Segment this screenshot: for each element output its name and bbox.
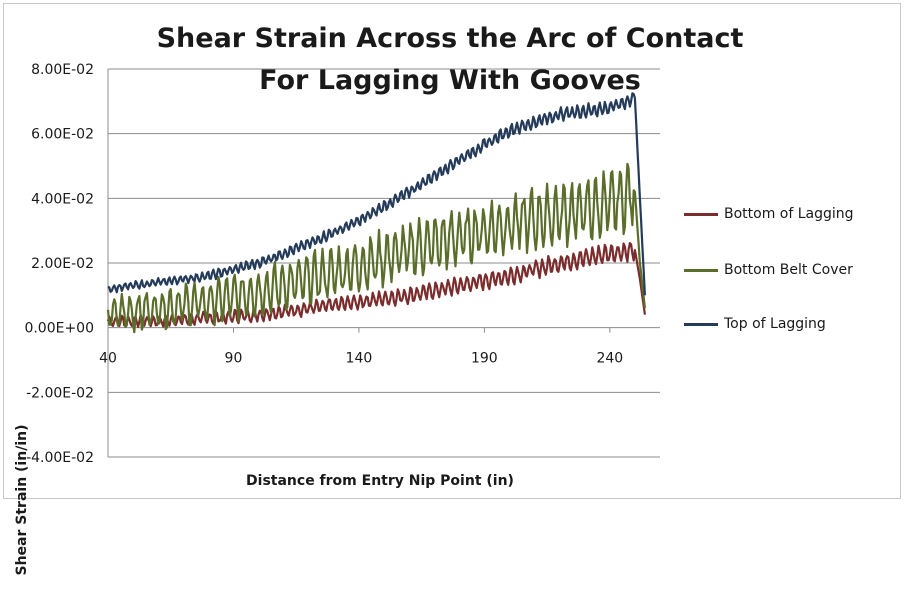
x-axis-label: Distance from Entry Nip Point (in): [246, 473, 514, 489]
chart-title: Shear Strain Across the Arc of Contact F…: [156, 23, 744, 96]
x-tick-label: 40: [99, 351, 117, 367]
y-axis-label: Shear Strain (in/in): [14, 424, 30, 576]
y-tick-label: 8.00E-02: [31, 62, 94, 78]
grid-lines: [108, 68, 660, 458]
series-lines: [106, 92, 646, 334]
legend-item-bottom-belt-cover: Bottom Belt Cover: [684, 260, 853, 280]
legend-item-top-of-lagging: Top of Lagging: [684, 314, 826, 334]
line-chart: 8.00E-02 6.00E-02 4.00E-02 2.00E-02 0.00E+00…: [24, 62, 660, 466]
legend-item-bottom-of-lagging: Bottom of Lagging: [684, 204, 854, 224]
y-tick-label: -2.00E-02: [26, 385, 94, 401]
y-tick-label: 0.00E+00: [24, 321, 94, 337]
y-tick-label: 4.00E-02: [31, 191, 94, 207]
legend-label: Bottom of Lagging: [724, 206, 854, 222]
x-tick-label: 140: [346, 351, 373, 367]
x-tick-labels: 40 90 140 190 240: [99, 351, 623, 367]
x-tick-label: 190: [471, 351, 498, 367]
legend-swatch: [684, 212, 718, 216]
series-line-bottom-belt-cover: [106, 162, 646, 334]
series-line-top-of-lagging: [107, 92, 646, 296]
legend-swatch: [684, 322, 718, 326]
chart-frame: [3, 3, 901, 499]
y-tick-label: 6.00E-02: [31, 127, 94, 143]
y-tick-labels: 8.00E-02 6.00E-02 4.00E-02 2.00E-02 0.00E+00…: [24, 62, 94, 466]
legend-label: Bottom Belt Cover: [724, 262, 853, 278]
axes: [107, 69, 660, 457]
x-tick-label: 90: [225, 351, 243, 367]
y-tick-label: 2.00E-02: [31, 256, 94, 272]
legend-label: Top of Lagging: [724, 316, 826, 332]
legend-swatch: [684, 268, 718, 272]
y-tick-label: -4.00E-02: [26, 450, 94, 466]
x-tick-label: 240: [596, 351, 623, 367]
